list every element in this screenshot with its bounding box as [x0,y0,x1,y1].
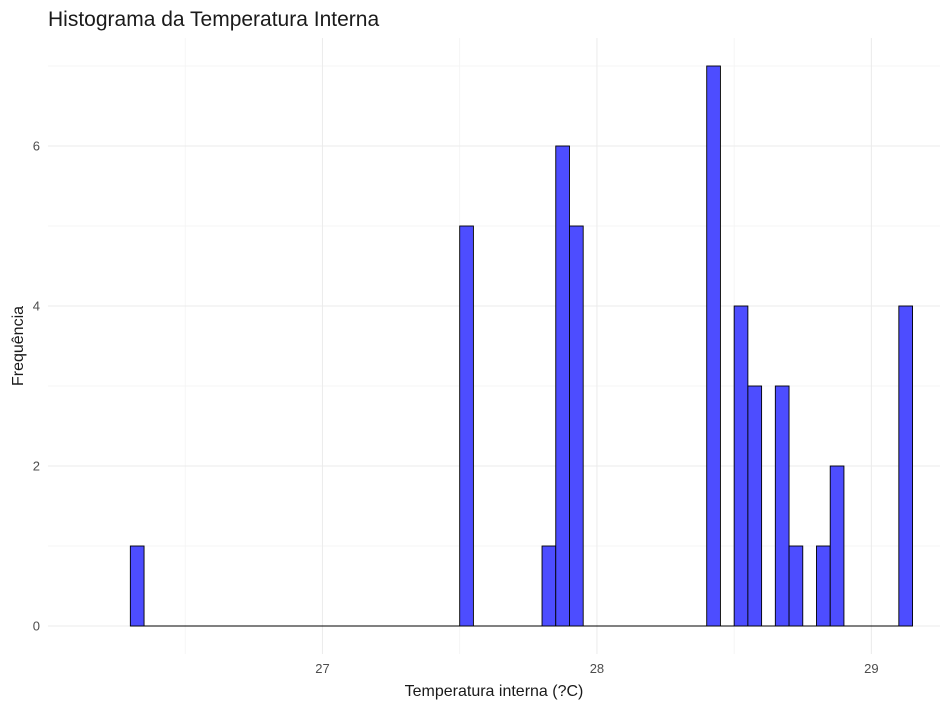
x-tick-label: 28 [590,661,604,676]
histogram-bar [459,225,474,627]
histogram-bar [555,145,570,627]
x-tick-label: 27 [315,661,329,676]
histogram-bar [747,385,763,627]
histogram-bar [829,465,845,627]
chart-title: Histograma da Temperatura Interna [48,8,380,31]
x-axis-label: Temperatura interna (?C) [405,683,584,700]
grid-lines [48,38,940,654]
y-tick-label: 0 [33,619,40,634]
histogram-bar [898,305,914,627]
x-tick-label: 29 [864,661,878,676]
y-tick-label: 6 [33,139,40,154]
histogram-bar [733,305,749,627]
histogram-bar [788,545,804,627]
histogram-bar [706,65,721,627]
histogram-bar [569,225,584,627]
histogram-bars [129,65,914,627]
y-axis-ticks: 0 2 4 6 [33,139,40,634]
histogram-bar [129,545,145,627]
y-axis-label: Frequência [10,306,27,386]
x-axis-ticks: 27 28 29 [315,661,878,676]
y-tick-label: 4 [33,299,40,314]
histogram-bar [816,545,831,627]
histogram-bar [774,385,790,627]
histogram-bar [541,545,557,627]
y-tick-label: 2 [33,459,40,474]
